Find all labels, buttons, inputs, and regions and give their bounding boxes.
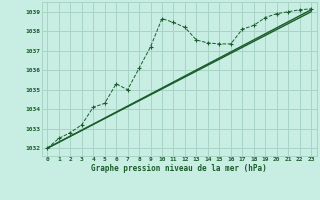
X-axis label: Graphe pression niveau de la mer (hPa): Graphe pression niveau de la mer (hPa) bbox=[91, 164, 267, 173]
